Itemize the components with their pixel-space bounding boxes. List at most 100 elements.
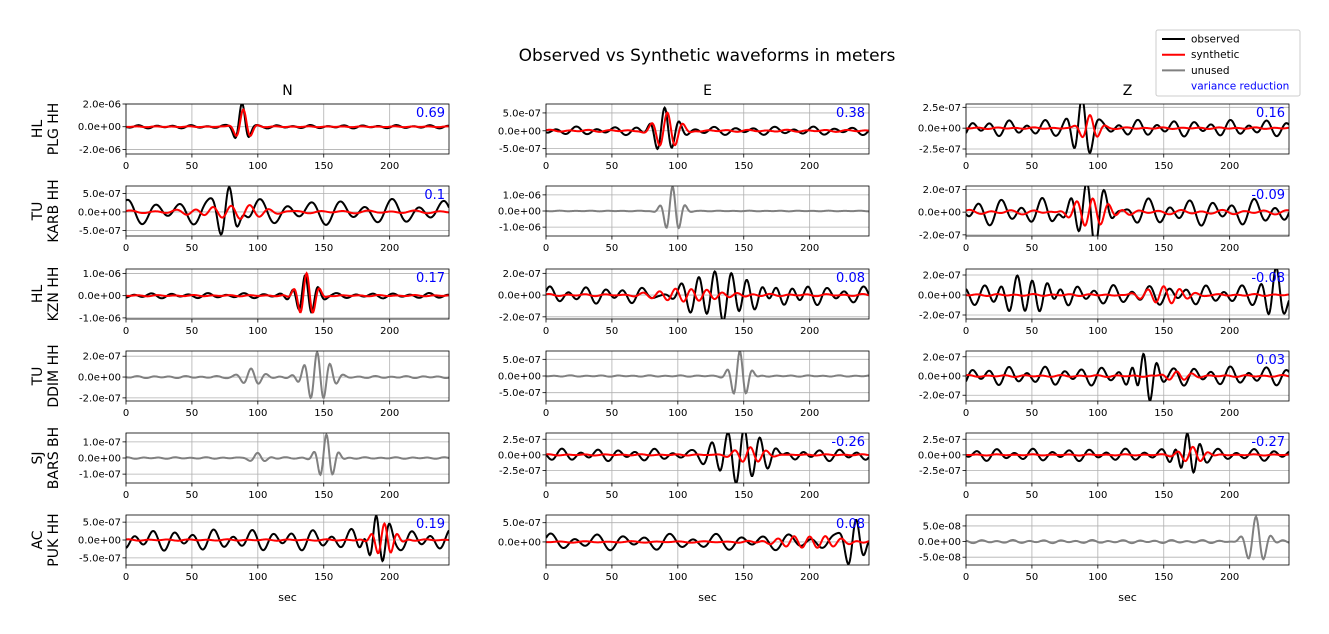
x-tick-label: 50: [606, 572, 619, 583]
panel-z-row4: 0 50 100 150 200 2.5e-07 0.0e+00 -2.5e-07 -0.27: [918, 432, 1290, 501]
x-tick-label: 0: [123, 490, 129, 501]
y-tick-label: 5.0e-08: [923, 521, 961, 532]
panel-z-row3: 0 50 100 150 200 2.0e-07 0.0e+00 -2.0e-07 0.03: [918, 350, 1290, 419]
y-tick-label: -2.5e-07: [919, 145, 961, 156]
y-tick-label: 5.0e-07: [83, 518, 121, 529]
y-tick-label: 2.0e-07: [923, 185, 961, 196]
row-label-network: HL: [30, 285, 46, 304]
x-tick-label: 50: [186, 326, 199, 337]
observed-trace: [966, 104, 1289, 154]
x-tick-label: 150: [734, 326, 753, 337]
legend-label-observed: observed: [1191, 34, 1240, 46]
y-tick-label: -1.0e-07: [79, 470, 121, 481]
x-tick-label: 200: [1220, 243, 1239, 254]
unused-trace: [546, 351, 869, 395]
row-label-network: TU: [30, 367, 46, 387]
x-tick-label: 150: [1154, 326, 1173, 337]
x-tick-label: 150: [1154, 243, 1173, 254]
y-tick-label: 2.0e-07: [83, 352, 121, 363]
x-tick-label: 100: [668, 161, 687, 172]
x-tick-label: 150: [734, 243, 753, 254]
x-tick-label: 200: [380, 243, 399, 254]
x-tick-label: 0: [543, 243, 549, 254]
x-tick-label: 100: [1088, 408, 1107, 419]
x-tick-label: 100: [248, 572, 267, 583]
y-tick-label: 0.0e+00: [918, 208, 961, 219]
panel-e-row4: 0 50 100 150 200 2.5e-07 0.0e+00 -2.5e-07 -0.26: [498, 432, 870, 501]
y-tick-label: -2.5e-07: [919, 466, 961, 477]
row-label-station: BARS BH: [46, 427, 62, 489]
panel-frame: [965, 185, 1290, 237]
y-tick-label: 0.0e+00: [498, 207, 541, 218]
y-tick-label: -2.0e-07: [919, 391, 961, 402]
x-tick-label: 50: [1026, 243, 1039, 254]
x-tick-label: 100: [248, 490, 267, 501]
panel-frame: [545, 514, 870, 566]
panel-n-row5: 0 50 100 150 200 5.0e-07 0.0e+00 -5.0e-07 0.19: [78, 514, 450, 583]
x-tick-label: 100: [668, 326, 687, 337]
y-tick-label: -1.0e-06: [79, 313, 121, 324]
y-tick-label: 2.5e-07: [503, 435, 541, 446]
x-tick-label: 100: [1088, 243, 1107, 254]
panel-e-row5: 0 50 100 150 200 5.0e-07 0.0e+00 0.08: [498, 514, 870, 583]
x-tick-label: 150: [314, 490, 333, 501]
panel-frame: [965, 268, 1290, 320]
x-tick-label: 200: [1220, 408, 1239, 419]
y-tick-label: 1.0e-06: [83, 269, 121, 280]
variance-reduction-label: -0.26: [831, 435, 865, 450]
x-tick-label: 150: [1154, 408, 1173, 419]
variance-reduction-label: 0.16: [1256, 106, 1285, 121]
panel-e-row0: 0 50 100 150 200 5.0e-07 0.0e+00 -5.0e-07 0.38: [498, 103, 870, 172]
x-tick-label: 100: [1088, 490, 1107, 501]
x-tick-label: 150: [734, 408, 753, 419]
x-axis-label: sec: [1118, 591, 1137, 604]
x-tick-label: 200: [1220, 161, 1239, 172]
observed-trace: [126, 273, 449, 314]
x-tick-label: 200: [800, 243, 819, 254]
x-tick-label: 150: [1154, 572, 1173, 583]
variance-reduction-label: 0.1: [424, 188, 445, 203]
x-tick-label: 0: [123, 572, 129, 583]
panel-n-row0: 0 50 100 150 200 2.0e-06 0.0e+00 -2.0e-06 0.69: [78, 100, 450, 172]
observed-trace: [126, 186, 449, 236]
y-tick-label: 0.0e+00: [498, 450, 541, 461]
x-tick-label: 50: [1026, 326, 1039, 337]
panel-z-row2: 0 50 100 150 200 2.0e-07 0.0e+00 -2.0e-07 -0.08: [918, 268, 1290, 337]
y-tick-label: 2.0e-07: [923, 271, 961, 282]
variance-reduction-label: 0.69: [416, 106, 445, 121]
panel-z-row5: 0 50 100 150 200 5.0e-08 0.0e+00 -5.0e-08: [918, 514, 1290, 583]
x-tick-label: 0: [963, 490, 969, 501]
y-tick-label: -5.0e-08: [919, 553, 961, 564]
panel-frame: [545, 103, 870, 155]
x-tick-label: 150: [1154, 490, 1173, 501]
panel-frame: [545, 432, 870, 484]
y-tick-label: -2.0e-07: [79, 393, 121, 404]
y-tick-label: 2.0e-06: [83, 100, 121, 111]
panels: 0 50 100 150 200 2.0e-06 0.0e+00 -2.0e-06 0.69 0 5…: [78, 100, 1290, 604]
x-tick-label: 0: [963, 243, 969, 254]
x-tick-label: 100: [1088, 326, 1107, 337]
y-tick-label: 0.0e+00: [78, 454, 121, 465]
observed-trace: [966, 433, 1289, 474]
synthetic-trace: [546, 111, 869, 147]
x-tick-label: 200: [380, 490, 399, 501]
observed-trace: [546, 106, 869, 151]
y-tick-label: 0.0e+00: [498, 126, 541, 137]
panel-frame: [965, 514, 1290, 566]
variance-reduction-label: 0.08: [836, 271, 865, 286]
x-tick-label: 0: [963, 408, 969, 419]
column-header-n: N: [282, 83, 292, 99]
x-tick-label: 200: [380, 161, 399, 172]
x-tick-label: 0: [123, 243, 129, 254]
observed-trace: [966, 352, 1289, 401]
figure-title: Observed vs Synthetic waveforms in meter…: [519, 46, 896, 66]
x-tick-label: 150: [314, 326, 333, 337]
x-tick-label: 100: [248, 161, 267, 172]
column-header-z: Z: [1123, 83, 1133, 99]
x-tick-label: 150: [314, 161, 333, 172]
variance-reduction-label: 0.03: [1256, 353, 1285, 368]
x-tick-label: 0: [543, 326, 549, 337]
x-tick-label: 100: [248, 326, 267, 337]
x-tick-label: 50: [1026, 572, 1039, 583]
